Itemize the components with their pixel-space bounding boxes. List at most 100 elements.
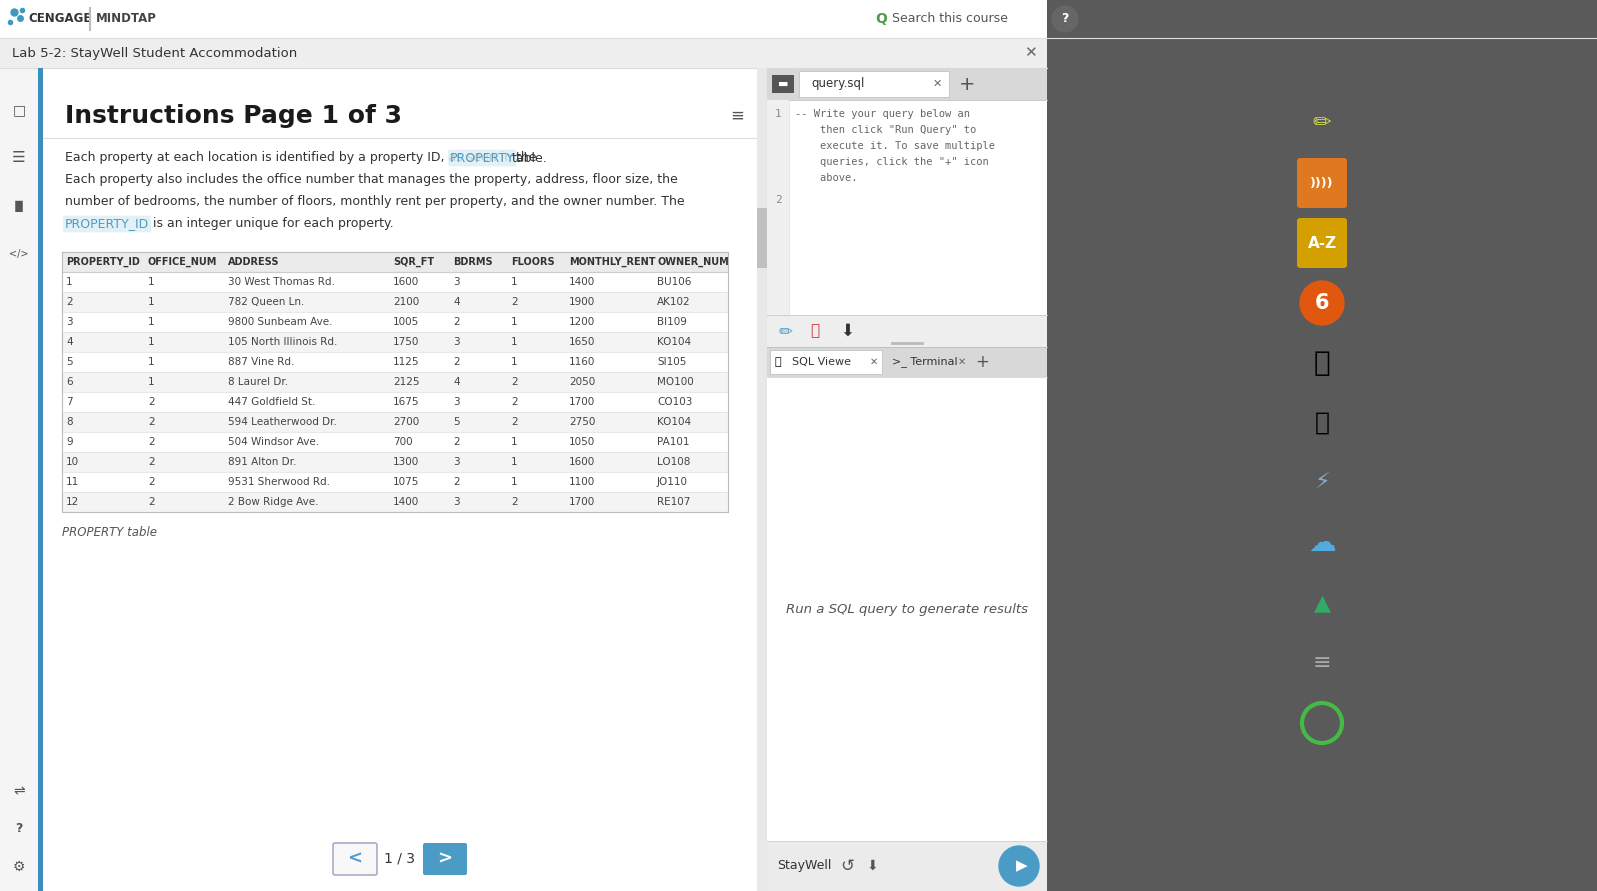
Text: 6: 6 [65,377,72,387]
Text: 1200: 1200 [569,317,596,327]
Text: BDRMS: BDRMS [454,257,492,267]
Text: 1: 1 [511,277,517,287]
Text: 5: 5 [454,417,460,427]
Text: PROPERTY_ID: PROPERTY_ID [65,217,149,231]
Text: ✏: ✏ [778,322,792,340]
Bar [770,350,882,374]
Text: +: + [958,75,976,94]
Bar [62,352,728,372]
Text: 3: 3 [454,397,460,407]
Text: ⇌: ⇌ [13,784,26,798]
Text: ≡: ≡ [730,107,744,125]
Text: 📘: 📘 [1314,349,1330,377]
Text: 2125: 2125 [393,377,420,387]
Text: 782 Queen Ln.: 782 Queen Ln. [228,297,305,307]
FancyBboxPatch shape [798,71,949,97]
Bar [0,38,1048,68]
Text: □: □ [13,103,26,117]
Text: SQR_FT: SQR_FT [393,257,434,267]
Bar [771,75,794,93]
Text: PROPERTY_ID: PROPERTY_ID [65,257,141,267]
Text: 3: 3 [454,277,460,287]
Text: FLOORS: FLOORS [511,257,554,267]
Text: 2: 2 [149,417,155,427]
Text: 1075: 1075 [393,477,420,487]
Text: PA101: PA101 [656,437,690,447]
Text: BI109: BI109 [656,317,687,327]
Bar [62,252,728,272]
FancyBboxPatch shape [1297,218,1346,268]
Text: >_ Terminal: >_ Terminal [893,356,958,367]
Text: 1900: 1900 [569,297,596,307]
Text: ✕: ✕ [933,79,942,89]
Text: 1 / 3: 1 / 3 [385,852,415,866]
Text: 2: 2 [149,437,155,447]
Text: 📝: 📝 [1314,411,1329,435]
Text: 1: 1 [511,477,517,487]
Bar [38,68,43,891]
Bar [0,68,38,891]
Text: ▐▌: ▐▌ [11,200,27,211]
Text: KO104: KO104 [656,417,692,427]
Text: 2700: 2700 [393,417,420,427]
Text: >: > [438,850,452,868]
Text: 2100: 2100 [393,297,420,307]
Text: query.sql: query.sql [811,78,864,91]
Text: Q: Q [875,12,886,26]
Text: 1125: 1125 [393,357,420,367]
Text: ?: ? [16,822,22,836]
Text: ▶: ▶ [1016,859,1028,873]
Text: CO103: CO103 [656,397,693,407]
Text: ▲: ▲ [1313,593,1330,613]
Text: Search this course: Search this course [893,12,1008,26]
Text: 1005: 1005 [393,317,420,327]
Text: CENGAGE: CENGAGE [29,12,91,26]
Text: then click "Run Query" to: then click "Run Query" to [795,125,976,135]
Text: )))): )))) [1310,176,1333,190]
Text: MONTHLY_RENT: MONTHLY_RENT [569,257,655,267]
Text: JO110: JO110 [656,477,688,487]
Bar [62,312,728,332]
Text: ✕: ✕ [1024,45,1036,61]
Text: 2: 2 [454,437,460,447]
Text: 1: 1 [511,457,517,467]
Text: OFFICE_NUM: OFFICE_NUM [149,257,217,267]
Bar [767,100,1048,315]
Text: 1: 1 [149,277,155,287]
Text: 891 Alton Dr.: 891 Alton Dr. [228,457,297,467]
Text: 1300: 1300 [393,457,420,467]
Text: ⚡: ⚡ [1314,473,1330,493]
Text: 10: 10 [65,457,80,467]
Text: 1: 1 [149,357,155,367]
Text: 1: 1 [511,317,517,327]
Bar [767,68,1048,891]
Text: BU106: BU106 [656,277,692,287]
Text: 594 Leatherwood Dr.: 594 Leatherwood Dr. [228,417,337,427]
Bar [767,68,1048,100]
Bar [0,0,1597,38]
Text: 2 Bow Ridge Ave.: 2 Bow Ridge Ave. [228,497,318,507]
Text: SQL Viewe: SQL Viewe [792,357,851,367]
Bar [62,392,728,412]
Text: ≡: ≡ [1313,653,1332,673]
Text: 700: 700 [393,437,412,447]
Text: 2750: 2750 [569,417,596,427]
Circle shape [1052,6,1078,32]
Bar [62,412,728,432]
Text: 1: 1 [149,337,155,347]
Text: ✕: ✕ [958,357,966,367]
Circle shape [1000,846,1040,886]
Bar [62,472,728,492]
Bar [62,292,728,312]
Bar [62,492,728,512]
Text: 4: 4 [65,337,72,347]
Text: 9800 Sunbeam Ave.: 9800 Sunbeam Ave. [228,317,332,327]
Text: ✏: ✏ [1313,113,1332,133]
Text: is an integer unique for each property.: is an integer unique for each property. [153,217,393,231]
Text: 1050: 1050 [569,437,596,447]
Text: 1700: 1700 [569,497,596,507]
Text: 2: 2 [149,477,155,487]
Text: table.: table. [513,151,548,165]
Text: Lab 5-2: StayWell Student Accommodation: Lab 5-2: StayWell Student Accommodation [13,46,297,60]
Text: 447 Goldfield St.: 447 Goldfield St. [228,397,315,407]
